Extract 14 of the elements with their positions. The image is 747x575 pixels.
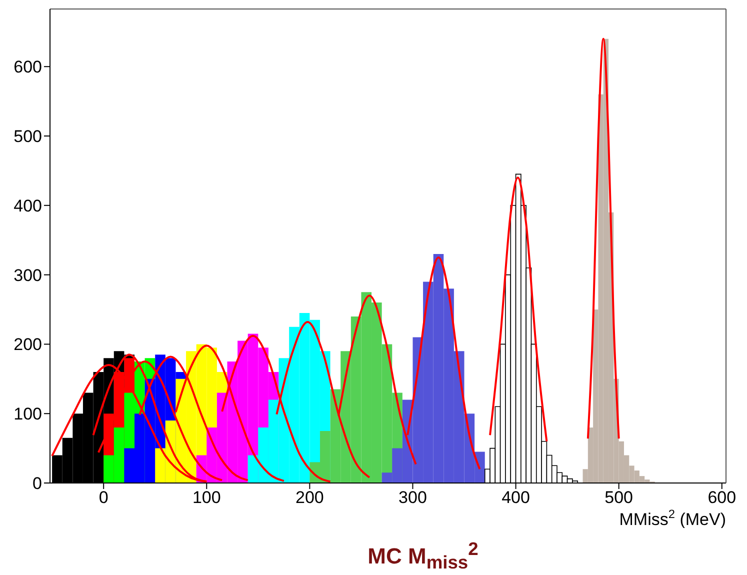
x-tick-label: 0 <box>98 488 108 508</box>
x-tick-label: 600 <box>708 488 736 508</box>
y-tick-label: 0 <box>32 474 42 494</box>
x-tick-label: 100 <box>192 488 221 508</box>
y-tick-label: 600 <box>14 58 42 77</box>
x-tick-label: 200 <box>295 488 324 508</box>
x-tick-label: 500 <box>604 488 634 508</box>
x-tick-label: 400 <box>502 488 530 508</box>
y-tick-label: 200 <box>14 335 42 354</box>
y-tick-label: 500 <box>14 127 42 146</box>
x-tick-label: 300 <box>398 488 427 508</box>
y-tick-label: 300 <box>14 266 42 285</box>
y-tick-label: 400 <box>14 196 42 216</box>
y-tick-label: 100 <box>14 404 42 424</box>
